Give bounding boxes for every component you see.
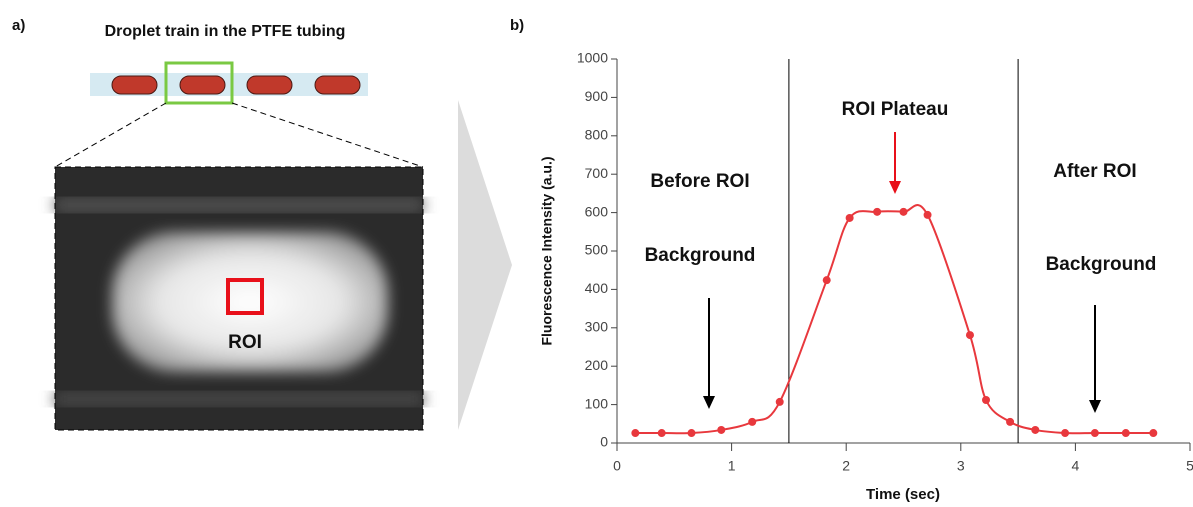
data-point [717,425,726,434]
arrowhead [889,181,901,194]
y-tick-label: 400 [585,280,609,296]
data-point [873,207,882,216]
annotation: ROI Plateau [842,99,949,120]
roi-box [226,278,264,315]
panel-label: b) [510,17,524,34]
data-point [1031,425,1040,434]
droplet-image [54,166,424,431]
data-point [1006,417,1015,426]
data-point [822,276,831,285]
panel-title: Droplet train in the PTFE tubing [105,23,346,40]
y-tick-label: 200 [585,357,609,373]
data-point [923,210,932,219]
y-tick-label: 100 [585,395,609,411]
data-point [1090,429,1099,438]
x-axis-label: Time (sec) [866,486,940,503]
annotation: Background [1046,254,1157,275]
droplet [179,75,226,95]
annotation: Background [645,245,756,266]
annotation: After ROI [1053,161,1136,182]
y-tick-label: 900 [585,88,609,104]
zoom-line [231,102,424,168]
x-tick-label: 4 [1072,458,1080,474]
droplet [246,75,293,95]
data-point [1061,429,1070,438]
arrowhead [703,396,715,409]
data-point [845,213,854,222]
droplet [111,75,158,95]
y-axis-label: Fluorescence Intensity (a.u.) [539,156,555,345]
data-point [775,397,784,406]
y-tick-label: 600 [585,203,609,219]
zoom-box [164,61,234,105]
zoom-line [54,102,167,168]
y-tick-label: 0 [600,434,608,450]
y-tick-label: 300 [585,319,609,335]
y-tick-label: 1000 [577,50,608,66]
annotation: Before ROI [650,171,749,192]
transition-arrow [458,100,512,430]
droplet [314,75,361,95]
data-point [1149,429,1158,438]
roi-label: ROI [228,332,262,353]
x-tick-label: 3 [957,458,965,474]
x-tick-label: 5 [1186,458,1193,474]
data-point [657,429,666,438]
x-tick-label: 0 [613,458,621,474]
arrowhead [1089,400,1101,413]
y-tick-label: 700 [585,165,609,181]
data-point [631,429,640,438]
x-tick-label: 2 [842,458,850,474]
tubing [90,73,368,96]
data-point [965,331,974,340]
panel-label: a) [12,17,25,34]
y-tick-label: 800 [585,127,609,143]
y-tick-label: 500 [585,242,609,258]
data-point [899,207,908,216]
data-point [1121,429,1130,438]
data-point [748,417,757,426]
data-point [687,429,696,438]
x-tick-label: 1 [728,458,736,474]
data-point [982,395,991,404]
